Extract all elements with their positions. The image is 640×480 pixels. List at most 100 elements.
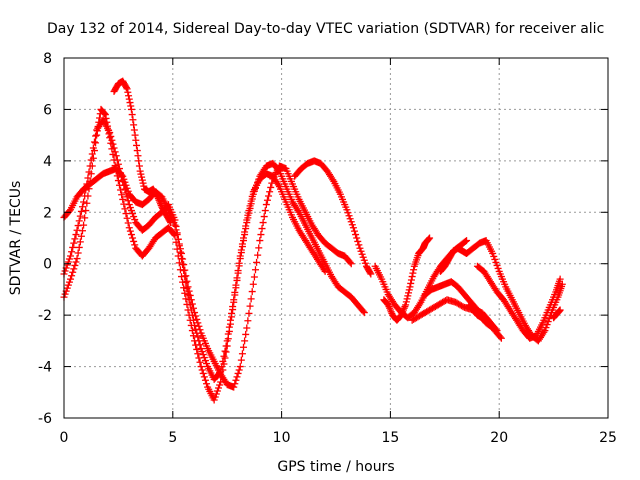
axis-ticks: 0 5 10 15 20 25 -6 -4 -2 0 2 4 6 8 xyxy=(38,51,617,446)
data-point-marker xyxy=(132,136,140,144)
series-track-12 xyxy=(463,237,566,345)
data-point-marker xyxy=(119,172,127,180)
data-point-marker xyxy=(321,267,329,275)
data-point-marker xyxy=(124,219,132,227)
data-point-marker xyxy=(488,323,496,331)
data-point-marker xyxy=(402,298,410,306)
data-point-marker xyxy=(75,243,83,251)
data-point-marker xyxy=(201,357,209,365)
data-point-marker xyxy=(405,286,413,294)
data-point-marker xyxy=(200,354,208,362)
data-point-marker xyxy=(238,240,246,248)
y-tick-label: 2 xyxy=(43,205,52,221)
data-point-marker xyxy=(359,307,367,315)
data-point-marker xyxy=(463,237,471,245)
series-track-11 xyxy=(465,301,497,332)
data-point-marker xyxy=(214,384,222,392)
data-point-marker xyxy=(233,274,241,282)
x-tick-label: 0 xyxy=(60,430,69,446)
y-tick-label: -4 xyxy=(38,360,52,376)
data-point-marker xyxy=(223,337,231,345)
data-point-marker xyxy=(216,381,224,389)
data-point-marker xyxy=(236,363,244,371)
data-point-marker xyxy=(213,387,221,395)
data-point-marker xyxy=(125,95,133,103)
data-point-marker xyxy=(72,258,80,266)
data-point-marker xyxy=(122,84,130,92)
data-point-marker xyxy=(349,224,357,232)
data-point-marker xyxy=(188,327,196,335)
data-point-marker xyxy=(425,235,433,243)
data-point-marker xyxy=(237,246,245,254)
data-point-marker xyxy=(181,289,189,297)
data-point-marker xyxy=(346,215,354,223)
data-point-marker xyxy=(265,192,273,200)
data-point-marker xyxy=(133,147,141,155)
data-point-marker xyxy=(366,269,374,277)
data-point-marker xyxy=(461,237,469,245)
data-point-marker xyxy=(65,278,73,286)
data-point-marker xyxy=(219,357,227,365)
data-point-marker xyxy=(489,324,497,332)
data-point-marker xyxy=(238,350,246,358)
data-point-marker xyxy=(196,326,204,334)
data-point-marker xyxy=(357,247,365,255)
series-track-9 xyxy=(421,278,501,335)
data-point-marker xyxy=(127,207,135,215)
data-point-marker xyxy=(129,210,137,218)
x-tick-label: 20 xyxy=(490,430,508,446)
data-point-marker xyxy=(266,188,274,196)
data-point-marker xyxy=(347,260,355,268)
data-point-marker xyxy=(82,207,90,215)
data-point-marker xyxy=(248,192,256,200)
data-point-marker xyxy=(77,207,85,215)
chart-title: Day 132 of 2014, Sidereal Day-to-day VTE… xyxy=(47,21,604,37)
data-point-marker xyxy=(231,380,239,388)
data-point-marker xyxy=(356,244,364,252)
data-point-marker xyxy=(123,184,131,192)
x-tick-label: 10 xyxy=(273,430,291,446)
series-track-4 xyxy=(110,77,175,227)
data-point-marker xyxy=(78,203,86,211)
data-point-marker xyxy=(225,323,233,331)
data-point-marker xyxy=(221,347,229,355)
data-point-marker xyxy=(139,179,147,187)
data-point-marker xyxy=(237,356,245,364)
data-point-marker xyxy=(127,102,135,110)
data-point-marker xyxy=(251,266,259,274)
data-point-marker xyxy=(187,296,195,304)
data-point-marker xyxy=(230,296,238,304)
data-point-marker xyxy=(408,273,416,281)
data-point-marker xyxy=(404,292,412,300)
data-point-marker xyxy=(77,232,85,240)
data-point-marker xyxy=(232,281,240,289)
data-point-marker xyxy=(74,222,82,230)
data-point-marker xyxy=(235,259,243,267)
data-point-marker xyxy=(194,319,202,327)
data-point-marker xyxy=(101,111,109,119)
data-point-marker xyxy=(492,258,500,266)
data-point-marker xyxy=(119,195,127,203)
y-axis-label: SDTVAR / TECUs xyxy=(8,181,24,296)
data-point-marker xyxy=(489,249,497,257)
data-point-marker xyxy=(267,183,275,191)
data-point-marker xyxy=(268,179,276,187)
data-point-marker xyxy=(359,253,367,261)
data-point-marker xyxy=(188,300,196,308)
grid xyxy=(64,58,608,418)
data-point-marker xyxy=(173,231,181,239)
data-point-marker xyxy=(180,261,188,269)
data-point-marker xyxy=(110,144,118,152)
data-point-marker xyxy=(123,85,131,93)
data-point-marker xyxy=(234,369,242,377)
data-point-marker xyxy=(92,132,100,140)
data-point-marker xyxy=(492,325,500,333)
y-tick-label: 0 xyxy=(43,257,52,273)
data-point-marker xyxy=(122,181,130,189)
data-point-marker xyxy=(138,173,146,181)
data-point-marker xyxy=(242,330,250,338)
data-point-marker xyxy=(348,221,356,229)
data-point-marker xyxy=(360,309,368,317)
data-point-marker xyxy=(262,201,270,209)
data-point-marker xyxy=(71,261,79,269)
